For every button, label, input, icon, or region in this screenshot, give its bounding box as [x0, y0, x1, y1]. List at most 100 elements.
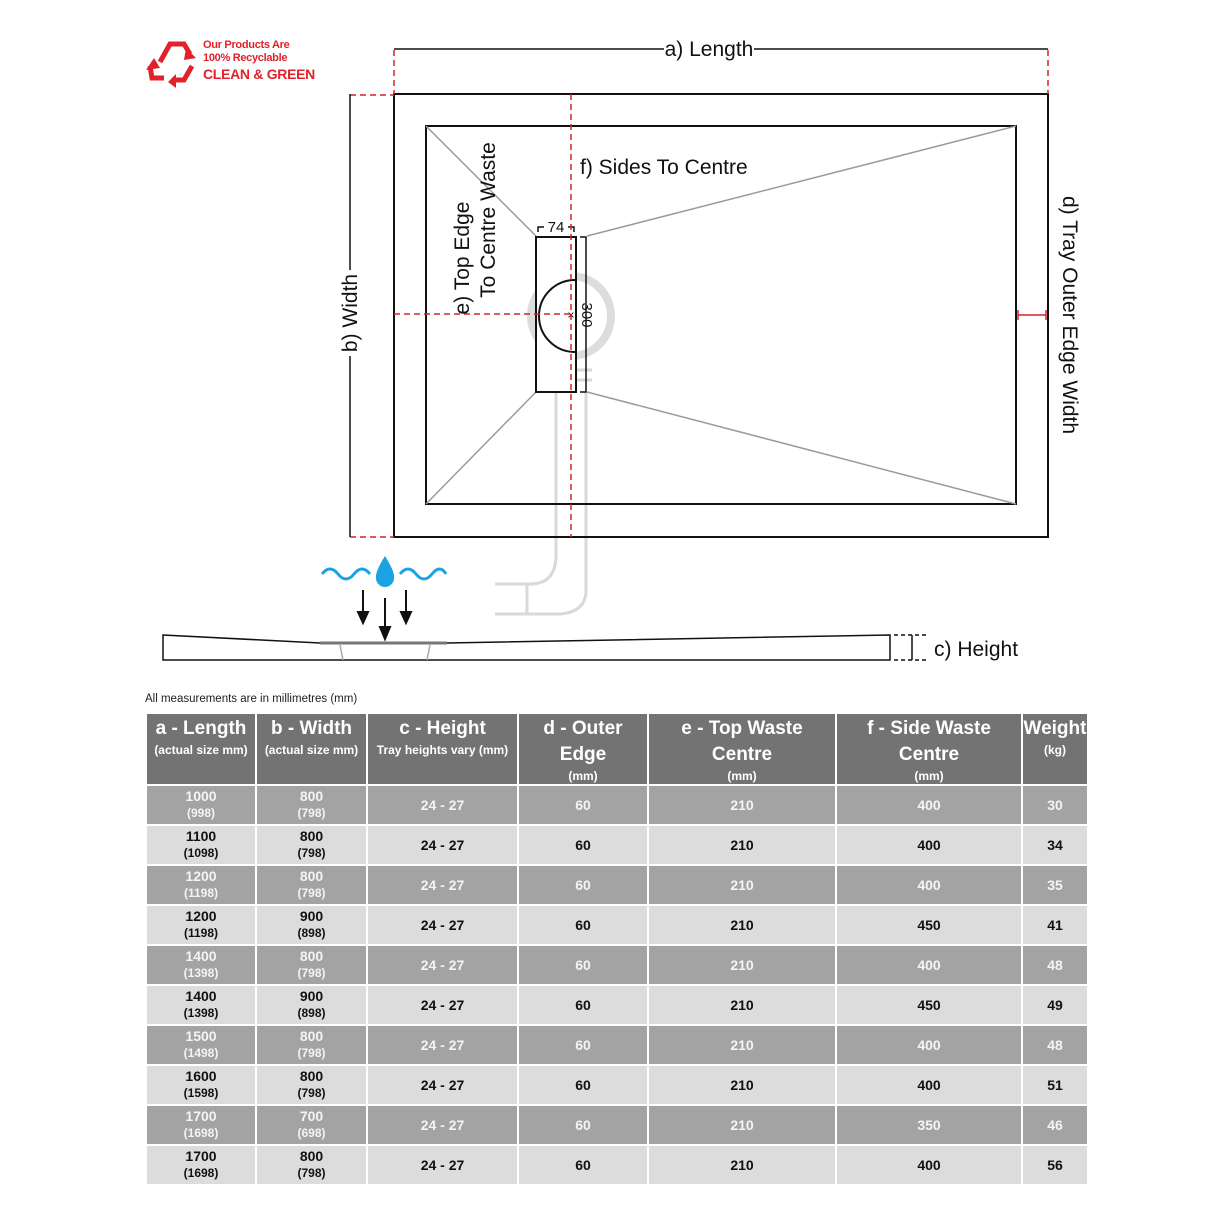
logo: Our Products Are 100% Recyclable CLEAN &… — [203, 39, 315, 83]
width-actual: (798) — [297, 1166, 326, 1180]
length-cell: 1100 (1098) — [145, 824, 257, 866]
length-nominal: 1000 — [185, 788, 217, 804]
logo-line-1: Our Products Are — [203, 39, 290, 51]
width-actual: (798) — [297, 1046, 326, 1060]
width-cell: 800 (798) — [255, 1064, 368, 1106]
column-subtitle: Tray heights vary (mm) — [376, 743, 509, 757]
top-waste-cell: 210 — [647, 904, 837, 946]
length-actual: (1198) — [183, 926, 219, 940]
table-row: 1100 (1098) 800 (798) 24 - 27 60 210 400 34 — [145, 824, 1089, 866]
length-actual: (1698) — [183, 1166, 219, 1180]
column-title: b - Width — [270, 718, 353, 739]
outer-edge-cell: 60 — [517, 944, 649, 986]
outer-edge-cell: 60 — [517, 1024, 649, 1066]
length-cell: 1700 (1698) — [145, 1104, 257, 1146]
side-waste-cell: 400 — [835, 1144, 1023, 1186]
width-nominal: 800 — [299, 788, 324, 804]
column-title: c - Height — [399, 718, 486, 739]
height-cell: 24 - 27 — [366, 1024, 519, 1066]
top-waste-cell: 210 — [647, 864, 837, 906]
length-nominal: 1100 — [185, 828, 217, 844]
length-cell: 1400 (1398) — [145, 944, 257, 986]
column-header: e - Top Waste Centre (mm) — [647, 712, 837, 786]
width-cell: 900 (898) — [255, 904, 368, 946]
weight-cell: 41 — [1021, 904, 1089, 946]
weight-cell: 46 — [1021, 1104, 1089, 1146]
column-title: f - Side Waste Centre — [867, 718, 991, 765]
dimension-guides — [350, 50, 1049, 538]
weight-cell: 30 — [1021, 784, 1089, 826]
width-nominal: 700 — [299, 1108, 324, 1124]
height-cell: 24 - 27 — [366, 864, 519, 906]
waste-length-label: 300 — [578, 302, 595, 327]
length-cell: 1000 (998) — [145, 784, 257, 826]
column-subtitle: (mm) — [914, 769, 944, 783]
top-waste-cell: 210 — [647, 984, 837, 1026]
column-subtitle: (actual size mm) — [154, 743, 248, 757]
table-row: 1700 (1698) 800 (798) 24 - 27 60 210 400 56 — [145, 1144, 1089, 1186]
width-actual: (898) — [297, 1006, 326, 1020]
outer-edge-cell: 60 — [517, 1064, 649, 1106]
weight-cell: 51 — [1021, 1064, 1089, 1106]
sides-label: f) Sides To Centre — [580, 156, 748, 179]
length-nominal: 1200 — [185, 868, 217, 884]
side-waste-cell: 400 — [835, 1064, 1023, 1106]
side-waste-cell: 350 — [835, 1104, 1023, 1146]
measurement-note: All measurements are in millimetres (mm) — [145, 693, 358, 705]
side-waste-cell: 450 — [835, 904, 1023, 946]
height-cell: 24 - 27 — [366, 1064, 519, 1106]
top-edge-label-2: To Centre Waste — [477, 142, 500, 298]
length-actual: (1198) — [183, 886, 219, 900]
weight-cell: 48 — [1021, 1024, 1089, 1066]
column-subtitle: (actual size mm) — [264, 743, 359, 757]
top-edge-label-1: e) Top Edge — [451, 202, 474, 315]
table-row: 1500 (1498) 800 (798) 24 - 27 60 210 400 48 — [145, 1024, 1089, 1066]
column-subtitle: (kg) — [1044, 743, 1066, 757]
width-actual: (798) — [297, 966, 326, 980]
length-actual: (1098) — [183, 846, 219, 860]
column-title: Weight — [1023, 718, 1087, 739]
water-drop-icon — [320, 556, 448, 587]
width-nominal: 800 — [299, 1028, 324, 1044]
width-actual: (798) — [297, 806, 326, 820]
outer-edge-cell: 60 — [517, 984, 649, 1026]
table-row: 1200 (1198) 900 (898) 24 - 27 60 210 450 41 — [145, 904, 1089, 946]
length-nominal: 1600 — [185, 1068, 217, 1084]
height-cell: 24 - 27 — [366, 944, 519, 986]
length-actual: (1498) — [183, 1046, 219, 1060]
column-header: a - Length (actual size mm) — [145, 712, 257, 786]
height-cell: 24 - 27 — [366, 1144, 519, 1186]
width-label: b) Width — [339, 274, 362, 352]
weight-cell: 49 — [1021, 984, 1089, 1026]
width-nominal: 800 — [299, 828, 324, 844]
width-actual: (898) — [297, 926, 326, 940]
length-nominal: 1200 — [185, 908, 217, 924]
weight-cell: 48 — [1021, 944, 1089, 986]
width-cell: 900 (898) — [255, 984, 368, 1026]
column-header: c - Height Tray heights vary (mm) — [366, 712, 519, 786]
column-title: d - Outer Edge — [543, 718, 623, 765]
width-nominal: 900 — [299, 908, 324, 924]
length-cell: 1200 (1198) — [145, 864, 257, 906]
outer-edge-cell: 60 — [517, 784, 649, 826]
top-waste-cell: 210 — [647, 1144, 837, 1186]
length-cell: 1400 (1398) — [145, 984, 257, 1026]
slope-lines — [425, 125, 1017, 505]
length-actual: (1598) — [183, 1086, 219, 1100]
height-cell: 24 - 27 — [366, 1104, 519, 1146]
height-marker — [894, 634, 928, 661]
top-waste-cell: 210 — [647, 1024, 837, 1066]
height-cell: 24 - 27 — [366, 904, 519, 946]
arrow-down-icons — [356, 590, 413, 642]
length-label: a) Length — [665, 38, 754, 61]
outer-edge-cell: 60 — [517, 864, 649, 906]
side-waste-cell: 400 — [835, 864, 1023, 906]
width-cell: 800 (798) — [255, 1144, 368, 1186]
width-actual: (798) — [297, 886, 326, 900]
width-nominal: 800 — [299, 1068, 324, 1084]
height-cell: 24 - 27 — [366, 784, 519, 826]
length-cell: 1700 (1698) — [145, 1144, 257, 1186]
tray-side-view — [162, 634, 891, 661]
height-label: c) Height — [934, 638, 1018, 661]
